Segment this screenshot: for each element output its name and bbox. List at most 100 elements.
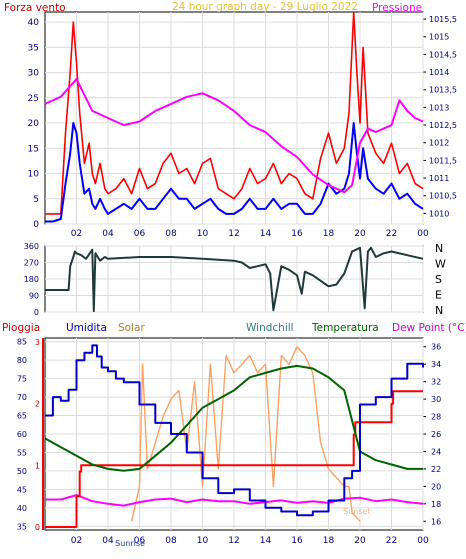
wind-left-tick-label: 20 [28,119,40,129]
direction-tick-label: 0 [34,308,39,317]
thermo-x-tick-label: 18 [323,536,335,546]
thermo-x-tick-label: 22 [386,536,397,546]
pressure-tick-label: 1011,5 [429,156,457,165]
pressure-tick-label: 1014,5 [429,50,457,59]
wind-left-tick-label: 0 [33,220,39,230]
pressure-tick-label: 1015 [429,33,449,42]
rain-tick-label: 2 [35,400,40,409]
wind-series-pressure [44,78,424,194]
humidity-tick-label: 55 [17,448,27,457]
thermo-x-tick-label: 10 [197,536,209,546]
temperature-tick-label: 32 [431,378,441,387]
wind-x-tick-label: 20 [354,229,366,239]
wind-x-tick-label: 08 [165,229,177,239]
pressure-tick-label: 1014 [429,68,449,77]
sunset-label: Sunset [343,507,370,516]
direction-series [45,246,424,313]
compass-label: N [435,242,443,255]
wind-series-average [45,122,424,223]
thermo-series-humidity [45,344,424,517]
wind-series-gust [45,11,424,215]
wind-x-tick-label: 00 [417,229,429,239]
wind-left-tick-label: 10 [28,170,40,180]
humidity-tick-label: 75 [17,375,27,384]
wind-x-tick-label: 12 [228,229,239,239]
pressure-tick-label: 1012 [429,139,449,148]
thermo-x-tick-label: 00 [417,536,429,546]
compass-label: S [435,273,442,286]
thermo-series-rain [45,390,423,528]
direction-tick-label: 270 [24,259,39,268]
wind-left-tick-label: 5 [33,195,39,205]
humidity-tick-label: 45 [17,485,27,494]
direction-tick-label: 90 [29,292,39,301]
thermo-x-tick-label: 14 [260,536,272,546]
wind-x-tick-label: 14 [260,229,272,239]
wind-x-tick-label: 06 [134,229,146,239]
temperature-tick-label: 24 [431,447,441,456]
humidity-tick-label: 65 [17,412,27,421]
pressure-tick-label: 1015,5 [429,15,457,24]
sunrise-label: Sunrise [115,539,145,548]
rain-tick-label: 0 [35,523,40,532]
temperature-tick-label: 30 [431,395,441,404]
wind-x-tick-label: 04 [102,229,114,239]
thermo-x-tick-label: 04 [102,536,114,546]
chart-layers: 051015202530354010101010,510111011,51012… [17,11,457,548]
rain-tick-label: 3 [35,338,40,347]
umidita-label: Umidita [66,322,107,334]
thermo-x-tick-label: 12 [228,536,239,546]
temperature-tick-label: 28 [431,413,441,422]
direction-tick-label: 180 [24,275,39,284]
wind-left-tick-label: 15 [28,144,39,154]
chart-title: 24 hour graph day - 29 Luglio 2022 [172,1,358,13]
solar-label: Solar [118,322,145,334]
wind-left-tick-label: 35 [28,43,39,53]
compass-label: W [435,258,446,271]
pressure-tick-label: 1011 [429,174,449,183]
thermo-series-dewpoint [45,494,424,507]
wind-left-tick-label: 25 [28,94,39,104]
temperature-tick-label: 36 [431,343,441,352]
compass-label: E [435,289,442,302]
pressure-tick-label: 1012,5 [429,121,457,130]
wind-x-tick-label: 18 [323,229,335,239]
pressure-tick-label: 1010,5 [429,192,457,201]
thermo-x-tick-label: 02 [71,536,82,546]
humidity-tick-label: 40 [17,504,27,513]
wind-left-label: Forza vento [4,2,66,14]
thermo-x-tick-label: 20 [354,536,366,546]
thermo-x-tick-label: 06 [134,536,146,546]
rain-tick-label: 1 [35,461,40,470]
temperature-tick-label: 34 [431,360,441,369]
pressure-tick-label: 1010 [429,209,449,218]
wind-left-tick-label: 40 [28,18,40,28]
pioggia-label: Pioggia [2,322,40,334]
temperature-tick-label: 22 [431,465,441,474]
wind-x-tick-label: 10 [197,229,209,239]
wind-x-tick-label: 16 [291,229,303,239]
humidity-tick-label: 60 [17,430,27,439]
humidity-tick-label: 85 [17,338,27,347]
dewpoint-label: Dew Point (°C) [392,322,466,334]
temperatura-label: Temperatura [311,322,379,334]
thermo-x-tick-label: 08 [165,536,177,546]
direction-tick-label: 360 [24,242,39,251]
humidity-tick-label: 35 [17,522,27,531]
thermo-x-tick-label: 16 [291,536,303,546]
temperature-tick-label: 26 [431,430,441,439]
wind-x-tick-label: 02 [71,229,82,239]
humidity-tick-label: 70 [17,393,27,402]
temperature-tick-label: 20 [431,482,441,491]
compass-label: N [435,304,443,317]
wind-x-tick-label: 22 [386,229,397,239]
humidity-tick-label: 50 [17,467,27,476]
humidity-tick-label: 80 [17,356,27,365]
temperature-tick-label: 16 [431,517,441,526]
pressure-tick-label: 1013 [429,103,449,112]
pressure-tick-label: 1013,5 [429,86,457,95]
wind-left-tick-label: 30 [28,69,40,79]
pressure-label: Pressione [372,2,422,14]
